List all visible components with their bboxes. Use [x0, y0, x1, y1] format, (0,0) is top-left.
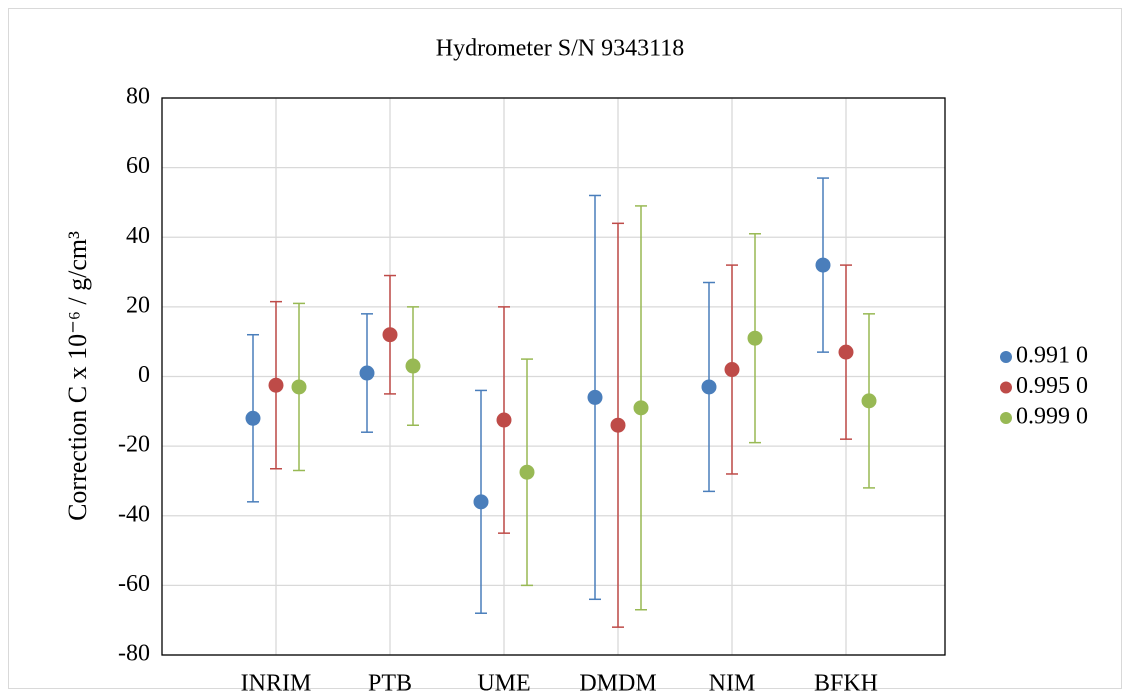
data-point: [405, 358, 421, 374]
y-tick-label: 60: [126, 153, 150, 179]
data-point: [815, 257, 831, 273]
y-tick-label: -20: [118, 432, 150, 458]
data-point: [861, 393, 877, 409]
data-point: [473, 494, 489, 510]
y-tick-label: 0: [138, 362, 150, 388]
data-point: [268, 377, 284, 393]
data-point: [519, 464, 535, 480]
x-tick-label: DMDM: [579, 671, 656, 697]
x-tick-label: INRIM: [241, 671, 312, 697]
chart-title: Hydrometer S/N 9343118: [436, 36, 684, 62]
x-tick-label: BFKH: [814, 671, 878, 697]
data-point: [633, 400, 649, 416]
x-tick-label: UME: [477, 671, 530, 697]
data-point: [496, 412, 512, 428]
x-tick-label: PTB: [368, 671, 412, 697]
data-point: [587, 389, 603, 405]
data-point: [838, 344, 854, 360]
y-tick-label: -40: [118, 501, 150, 527]
y-tick-label: 20: [126, 292, 150, 318]
chart-border: [8, 8, 1122, 689]
y-tick-label: -80: [118, 641, 150, 667]
data-point: [245, 410, 261, 426]
data-point: [359, 365, 375, 381]
x-tick-label: NIM: [709, 671, 756, 697]
data-point: [747, 330, 763, 346]
data-point: [291, 379, 307, 395]
legend-label: 0.991 0: [1016, 343, 1088, 369]
data-point: [382, 327, 398, 343]
y-axis-label: Correction C x 10⁻⁶ / g/cm³: [63, 231, 92, 521]
legend-marker: [1000, 351, 1012, 363]
data-point: [701, 379, 717, 395]
data-point: [610, 417, 626, 433]
y-tick-label: -60: [118, 571, 150, 597]
y-tick-label: 40: [126, 223, 150, 249]
legend-label: 0.995 0: [1016, 373, 1088, 399]
data-point: [724, 362, 740, 378]
legend-marker: [1000, 381, 1012, 394]
legend-label: 0.999 0: [1016, 404, 1088, 430]
legend-marker: [1000, 412, 1012, 424]
y-tick-label: 80: [126, 84, 150, 110]
plot-frame: [161, 97, 946, 656]
